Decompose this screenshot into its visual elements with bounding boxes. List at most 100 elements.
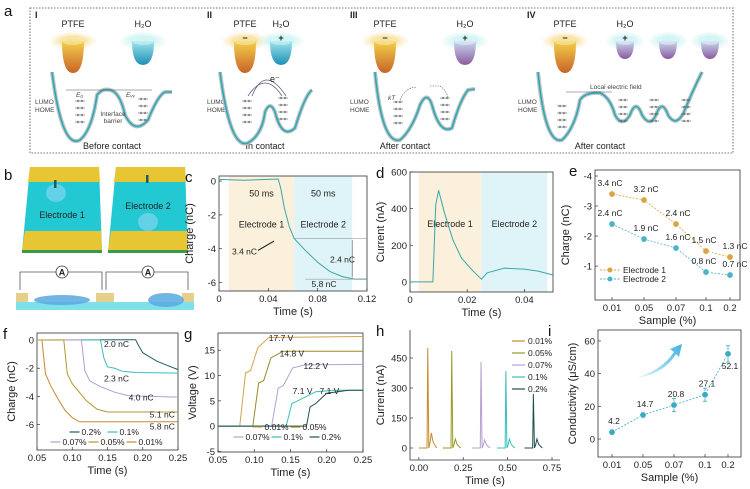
x-tick-label: 0.15 <box>98 453 117 464</box>
y-tick-label: 0 <box>590 435 595 446</box>
legend-label: 0.1% <box>528 372 548 382</box>
ptfe-label: PTFE <box>61 19 84 29</box>
x-axis-label: Time (s) <box>465 475 505 487</box>
positive-charge-sign: + <box>622 33 627 43</box>
droplet-icon <box>148 293 184 307</box>
lumo-label: LUMO <box>518 99 537 106</box>
subpanel-caption: In contact <box>245 141 285 151</box>
data-label: 1.5 nC <box>691 235 716 245</box>
ammeter-label: A <box>145 268 152 278</box>
x-axis-label: Time (s) <box>88 465 128 477</box>
potential-well-iii <box>374 71 476 142</box>
y-tick-label: 40 <box>584 369 595 380</box>
x-tick-label: 0.1 <box>699 303 712 314</box>
series-value-label: 14.8 V <box>280 348 305 358</box>
electron-transfer-arrow-icon <box>251 79 287 97</box>
water-funnel-icon <box>691 32 729 59</box>
y-tick-label: 15 <box>204 346 215 357</box>
chart-h: h 0.00 0.25 0.50 0.75 0 150 300 450 Time (s) Curre… <box>375 323 561 487</box>
panel-label-d: d <box>376 165 384 182</box>
legend-label: 0.1% <box>284 432 304 442</box>
potential-well-ii <box>219 71 313 145</box>
water-label: H₂O <box>135 19 152 29</box>
negative-charge-sign: − <box>242 33 247 43</box>
panel-label-e: e <box>569 163 577 180</box>
potential-well-iv <box>537 71 703 142</box>
data-point <box>672 244 680 252</box>
electron-label: e⁻ <box>270 74 280 84</box>
region-label: Electrode 1 <box>239 220 285 230</box>
interface-barrier-label: Interface <box>100 111 126 118</box>
data-point <box>640 196 648 204</box>
needle-icon <box>54 180 57 188</box>
water-label: H₂O <box>273 19 290 29</box>
legend-label: 0.05% <box>303 422 328 432</box>
data-label: 27.1 <box>699 379 716 389</box>
y-tick-label: 5 <box>210 396 215 407</box>
electrode2-label: Electrode 2 <box>125 201 171 211</box>
water-label: H₂O <box>457 19 474 29</box>
y-axis-label: Conductivity (μS/cm) <box>567 343 579 445</box>
interface-barrier-label-2: barrier <box>104 118 124 125</box>
ptfe-funnel-icon <box>49 32 97 73</box>
y-tick-label: -2 <box>208 210 216 221</box>
ptfe-funnel-icon <box>541 32 589 73</box>
panel-label-a: a <box>4 3 13 20</box>
series-line-current <box>410 190 554 283</box>
panel-a-frame <box>29 7 734 154</box>
subpanel-caption: After contact <box>575 141 626 151</box>
series-value-label: 7.1 V <box>293 386 313 396</box>
data-label: 1.9 nC <box>633 223 658 233</box>
thermal-excitation-arrow-icon <box>399 85 449 101</box>
series-value-label: 2.3 nC <box>104 374 129 384</box>
y-axis-label: Voltage (V) <box>187 365 199 419</box>
x-tick-label: 0.07 <box>667 303 686 314</box>
y-tick-label: -4 <box>584 172 592 183</box>
x-tick-label: 0.04 <box>259 294 278 305</box>
series-line-0.2pct <box>218 389 363 427</box>
local-electric-field-label: Local electric field <box>590 84 642 91</box>
data-point <box>608 220 616 228</box>
potential-well-i <box>51 71 172 142</box>
kt-label: kT <box>388 95 396 102</box>
legend-label: 0.07% <box>528 360 553 370</box>
water-funnel-icon <box>606 32 644 59</box>
x-tick-label: 0.05 <box>209 455 228 466</box>
e0-label: E₀ <box>76 92 83 99</box>
annotation-arrow-icon <box>257 240 275 251</box>
data-point <box>726 271 734 279</box>
data-label: 0.7 nC <box>722 259 747 269</box>
legend-label: 0.01% <box>265 422 290 432</box>
data-point <box>724 350 732 358</box>
series-line-0.1pct <box>37 339 179 374</box>
y-tick-label: 0 <box>402 277 407 288</box>
region-2 <box>294 176 353 291</box>
y-tick-label: 20 <box>584 402 595 413</box>
series-value-label: 5.1 nC <box>150 410 175 420</box>
data-label: 14.7 <box>637 399 654 409</box>
electron-levels-icon <box>278 96 288 121</box>
electron-levels-icon <box>242 99 252 124</box>
legend-marker <box>607 276 613 282</box>
x-tick-label: 0.20 <box>134 453 153 464</box>
annotation-3-4nc: 3.4 nC <box>232 247 257 257</box>
annotation-2-4nc: 2.4 nC <box>330 254 355 264</box>
ew-label: Eᵥᵥ <box>126 92 136 99</box>
y-axis-label: Charge (nC) <box>560 205 572 266</box>
data-point <box>726 253 734 261</box>
x-axis-label: Time (s) <box>273 306 313 318</box>
x-axis-label: Time (s) <box>271 467 311 479</box>
series-line <box>611 193 731 258</box>
chart-c: c Electrode 1 50 ms Electrode 2 50 ms 0 0.04 0.… <box>184 169 376 318</box>
series-line-0.01pct <box>37 339 178 423</box>
legend-label: 0.1% <box>120 427 140 437</box>
plot-frame <box>597 329 742 458</box>
legend-label: 0.2% <box>82 427 102 437</box>
region-duration: 50 ms <box>249 188 274 198</box>
lumo-label: LUMO <box>207 99 226 106</box>
x-tick-label: 0.08 <box>308 294 327 305</box>
plot-frame <box>218 175 368 292</box>
y-tick-label: 600 <box>391 168 407 179</box>
